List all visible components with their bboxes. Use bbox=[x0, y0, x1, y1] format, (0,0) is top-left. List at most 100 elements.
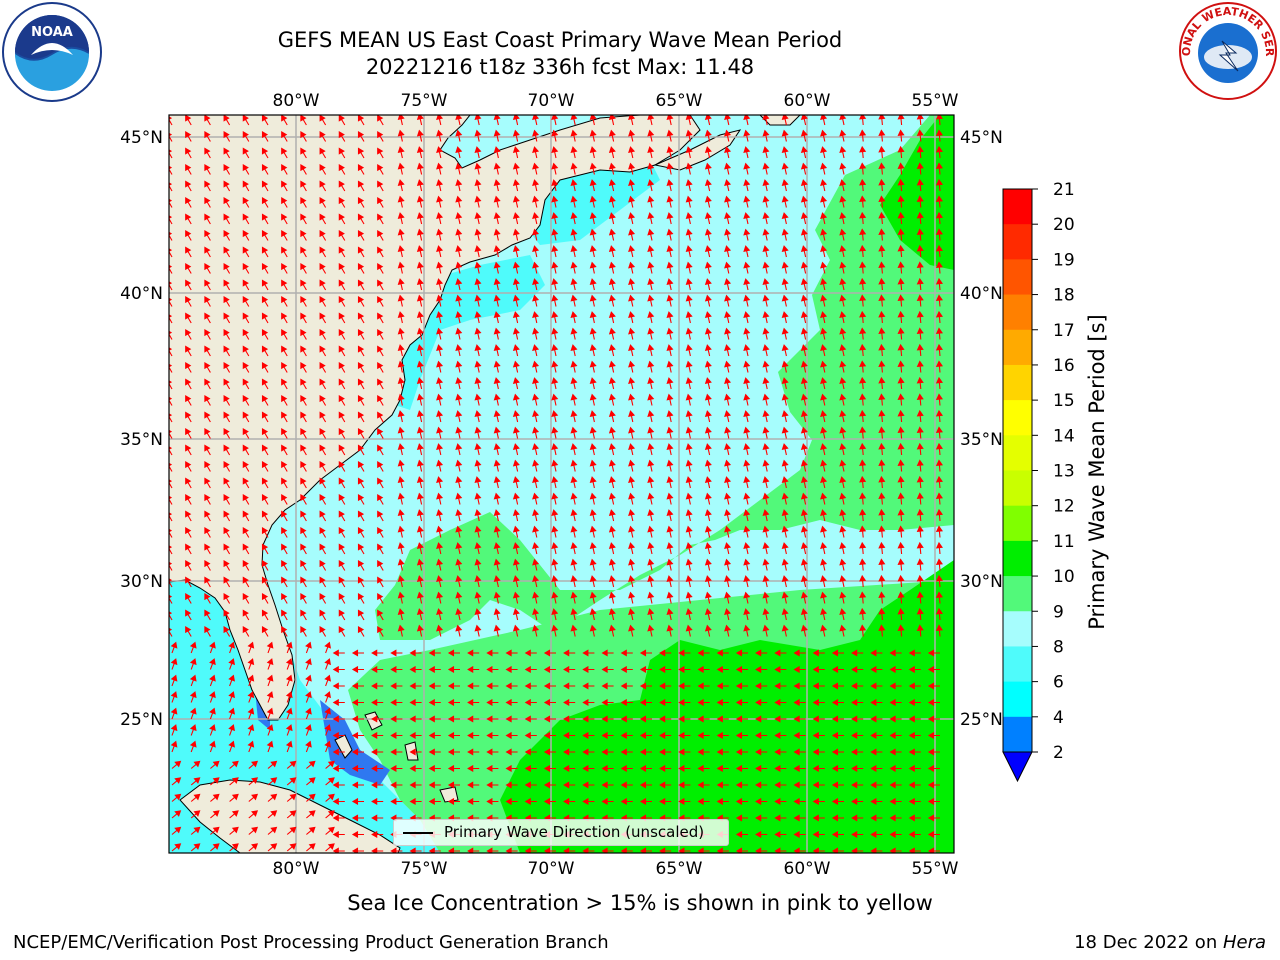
wave-arrow bbox=[223, 147, 231, 159]
wave-arrow bbox=[223, 230, 231, 241]
wave-arrow bbox=[189, 707, 197, 720]
wave-arrow bbox=[247, 658, 255, 670]
wave-arrow bbox=[416, 245, 424, 258]
wave-arrow bbox=[659, 797, 672, 806]
wave-arrow bbox=[878, 228, 886, 241]
wave-arrow bbox=[628, 311, 636, 324]
wave-arrow bbox=[781, 278, 789, 291]
wave-arrow bbox=[532, 360, 540, 373]
wave-arrow bbox=[532, 212, 540, 225]
wave-arrow bbox=[300, 147, 307, 159]
wave-arrow bbox=[793, 830, 806, 839]
wave-arrow bbox=[859, 195, 867, 208]
wave-arrow bbox=[608, 476, 616, 489]
wave-arrow bbox=[455, 542, 463, 555]
wave-arrow bbox=[319, 576, 327, 588]
wave-arrow bbox=[678, 764, 691, 773]
wave-arrow bbox=[377, 461, 384, 472]
wave-arrow bbox=[582, 649, 595, 657]
wave-arrow bbox=[338, 164, 346, 175]
wave-arrow bbox=[204, 345, 211, 357]
wave-arrow bbox=[839, 393, 847, 406]
wave-arrow bbox=[286, 826, 297, 835]
wave-arrow bbox=[266, 740, 274, 753]
wave-arrow bbox=[455, 195, 463, 208]
colorbar-tick-label-12: 9 bbox=[1053, 602, 1064, 622]
wave-arrow bbox=[793, 649, 806, 657]
wave-arrow bbox=[820, 393, 828, 406]
wave-arrow bbox=[762, 624, 770, 637]
wave-arrow bbox=[532, 195, 540, 208]
wave-arrow bbox=[935, 459, 943, 472]
wave-arrow bbox=[820, 591, 828, 604]
wave-arrow bbox=[467, 748, 480, 756]
wave-arrow bbox=[281, 444, 288, 456]
wave-arrow bbox=[935, 558, 943, 571]
wave-arrow bbox=[628, 115, 636, 126]
wave-arrow bbox=[447, 764, 460, 773]
wave-arrow bbox=[820, 228, 828, 241]
wave-arrow bbox=[647, 261, 655, 274]
wave-arrow bbox=[248, 793, 259, 802]
wave-arrow bbox=[851, 731, 864, 740]
wave-arrow bbox=[185, 626, 192, 637]
wave-arrow bbox=[878, 178, 886, 192]
wave-arrow bbox=[762, 261, 770, 274]
wave-arrow bbox=[889, 764, 902, 773]
wave-arrow bbox=[724, 360, 732, 373]
wave-arrow bbox=[935, 525, 943, 538]
wave-arrow bbox=[743, 278, 751, 291]
wave-arrow bbox=[697, 764, 710, 773]
wave-arrow bbox=[685, 327, 693, 340]
wave-arrow bbox=[659, 682, 672, 690]
wave-arrow bbox=[774, 665, 787, 674]
wave-arrow bbox=[628, 608, 636, 621]
wave-arrow bbox=[897, 442, 905, 456]
wave-arrow bbox=[390, 847, 403, 853]
wave-arrow bbox=[620, 764, 633, 773]
wave-arrow bbox=[332, 698, 345, 707]
wave-arrow bbox=[935, 195, 943, 208]
wave-arrow bbox=[512, 525, 520, 538]
wave-arrow bbox=[281, 477, 288, 489]
wave-arrow bbox=[532, 294, 540, 307]
wave-arrow bbox=[628, 410, 636, 423]
wave-arrow bbox=[812, 814, 825, 822]
wave-arrow bbox=[204, 164, 211, 175]
wave-arrow bbox=[242, 180, 250, 192]
wave-arrow bbox=[319, 494, 327, 505]
wave-arrow bbox=[812, 847, 825, 853]
wave-arrow bbox=[724, 212, 732, 225]
wave-arrow bbox=[357, 279, 365, 291]
colorbar-band-0 bbox=[1003, 189, 1032, 225]
wave-arrow bbox=[223, 378, 231, 390]
colorbar-band-12 bbox=[1003, 611, 1032, 647]
wave-arrow bbox=[319, 543, 327, 555]
wave-arrow bbox=[878, 211, 886, 225]
wave-arrow bbox=[755, 665, 768, 674]
wave-arrow bbox=[570, 360, 578, 373]
wave-arrow bbox=[608, 377, 616, 390]
wave-arrow bbox=[204, 428, 211, 439]
wave-arrow bbox=[839, 591, 847, 604]
wave-arrow bbox=[242, 444, 250, 456]
lon-label-top-3: 65°W bbox=[656, 91, 703, 111]
wave-arrow bbox=[916, 607, 924, 621]
wave-arrow bbox=[493, 558, 501, 571]
wave-arrow bbox=[390, 781, 403, 789]
wave-arrow bbox=[870, 682, 883, 690]
wave-arrow bbox=[248, 777, 259, 786]
wave-arrow bbox=[416, 146, 424, 159]
wave-arrow bbox=[716, 731, 729, 740]
wave-arrow bbox=[357, 213, 365, 225]
wave-arrow bbox=[332, 649, 345, 657]
wave-arrow bbox=[281, 428, 288, 439]
wave-arrow bbox=[493, 575, 501, 588]
wave-arrow bbox=[512, 228, 520, 241]
wave-arrow bbox=[859, 492, 867, 505]
wave-arrow bbox=[281, 230, 288, 241]
wave-arrow bbox=[229, 777, 239, 786]
wave-arrow bbox=[170, 691, 178, 703]
wave-arrow bbox=[436, 115, 444, 126]
wave-arrow bbox=[820, 261, 828, 274]
